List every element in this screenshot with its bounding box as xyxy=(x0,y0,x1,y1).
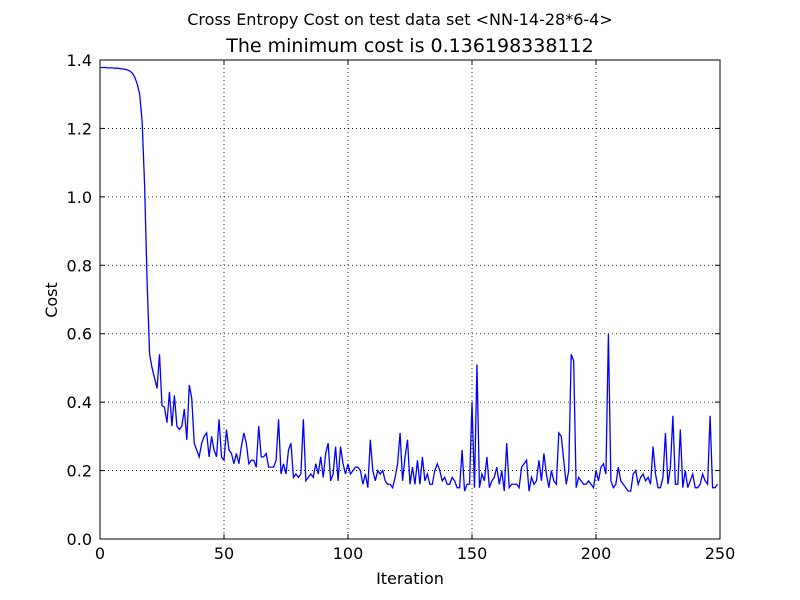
x-tick-label: 50 xyxy=(214,544,234,563)
x-tick-label: 0 xyxy=(95,544,105,563)
x-tick-label: 100 xyxy=(333,544,364,563)
chart-suptitle: Cross Entropy Cost on test data set <NN-… xyxy=(187,10,613,29)
plot-frame xyxy=(99,59,721,540)
chart-title: The minimum cost is 0.136198338112 xyxy=(225,35,593,57)
y-tick-label: 0.4 xyxy=(67,393,92,412)
y-tick-label: 0.6 xyxy=(67,325,92,344)
x-tick-label: 250 xyxy=(705,544,736,563)
y-tick-label: 1.4 xyxy=(67,51,92,70)
x-tick-label: 150 xyxy=(457,544,488,563)
y-axis-label: Cost xyxy=(42,282,61,318)
x-tick-label: 200 xyxy=(581,544,612,563)
y-tick-label: 0.8 xyxy=(67,256,92,275)
x-axis-label: Iteration xyxy=(376,569,444,588)
y-tick-label: 0.2 xyxy=(67,462,92,481)
y-tick-label: 1.2 xyxy=(67,119,92,138)
y-tick-label: 0.0 xyxy=(67,530,92,549)
data-line xyxy=(100,66,719,492)
y-tick-label: 1.0 xyxy=(67,188,92,207)
